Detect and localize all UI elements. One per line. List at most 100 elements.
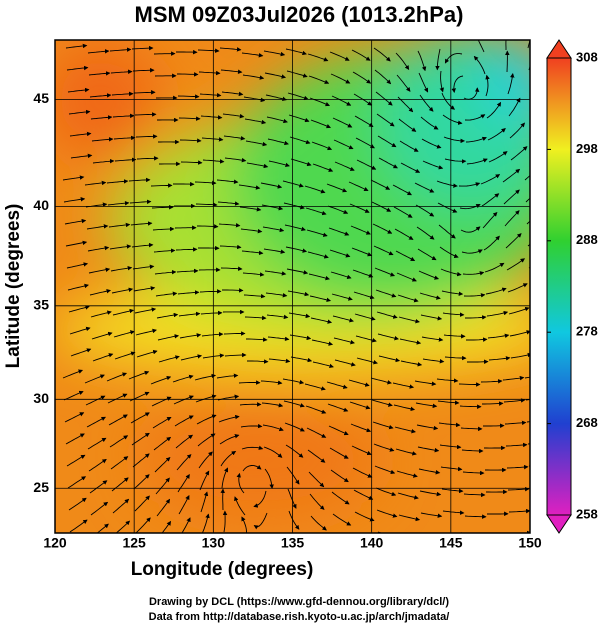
streamline (85, 395, 106, 406)
x-tick-label: 145 (439, 535, 463, 551)
streamline (435, 48, 441, 71)
streamline (400, 537, 420, 541)
streamline (417, 446, 440, 453)
streamline (290, 356, 313, 363)
streamline (444, 158, 467, 164)
streamline (284, 422, 305, 432)
streamline (466, 158, 488, 165)
streamline (63, 197, 86, 203)
streamline (375, 289, 397, 298)
streamline (84, 180, 107, 186)
streamline (175, 247, 198, 252)
streamline (66, 65, 89, 71)
streamline (419, 490, 442, 497)
streamline (62, 369, 84, 379)
streamline (349, 203, 370, 213)
x-tick-label: 130 (202, 535, 226, 551)
streamline (482, 401, 504, 406)
streamline (483, 235, 500, 251)
streamline (241, 250, 264, 256)
streamline (107, 200, 130, 206)
streamline (177, 473, 190, 493)
streamline (243, 96, 266, 103)
streamline (67, 476, 87, 489)
streamline (330, 271, 352, 280)
streamline (482, 211, 498, 229)
streamline (421, 336, 444, 342)
streamline (460, 426, 483, 432)
streamline (155, 291, 178, 297)
streamline (396, 272, 417, 282)
streamline (503, 189, 520, 205)
streamline (352, 467, 373, 478)
streamline (265, 292, 288, 298)
streamline (285, 246, 308, 253)
streamline (460, 226, 481, 233)
streamline (287, 92, 309, 101)
streamline (111, 477, 129, 492)
streamline (106, 372, 128, 382)
streamline (532, 530, 553, 532)
streamline (395, 448, 417, 456)
streamline (442, 510, 465, 515)
streamline (263, 446, 283, 458)
streamline (69, 326, 91, 335)
footer-line: Data from http://database.rish.kyoto-u.a… (149, 611, 450, 623)
streamline (266, 314, 289, 320)
streamline (290, 158, 312, 167)
streamline (463, 492, 486, 498)
streamline (371, 399, 393, 407)
streamline (108, 222, 131, 228)
streamline (422, 160, 444, 170)
streamline (311, 141, 333, 151)
streamlines (62, 40, 553, 541)
streamline (312, 163, 334, 172)
streamline (350, 423, 372, 433)
streamline (441, 488, 464, 494)
streamline (151, 204, 174, 210)
streamline (221, 91, 244, 97)
streamline (150, 375, 172, 385)
streamline (224, 352, 247, 358)
streamline (437, 202, 458, 213)
streamline (96, 523, 109, 533)
streamline (307, 53, 329, 62)
streamline (91, 331, 113, 340)
streamline (289, 334, 312, 341)
streamline (355, 335, 377, 343)
streamline (418, 72, 429, 93)
streamline (524, 376, 530, 379)
streamline (199, 289, 222, 294)
streamline (129, 199, 152, 205)
streamline (533, 143, 548, 158)
streamline (443, 136, 466, 144)
streamline (112, 308, 135, 316)
streamline (377, 135, 397, 148)
streamline (221, 467, 229, 489)
streamline (67, 283, 89, 291)
streamline (68, 497, 87, 511)
streamline (196, 414, 217, 425)
streamline (286, 70, 308, 78)
streamline (370, 377, 392, 385)
streamline (287, 290, 310, 297)
streamline (356, 357, 378, 365)
streamline (220, 450, 237, 467)
streamline (243, 293, 266, 299)
streamline (153, 436, 172, 451)
colorbar-label: 308 (576, 49, 598, 64)
streamline (289, 136, 311, 145)
x-tick-label: 150 (518, 535, 542, 551)
streamline (374, 267, 396, 277)
streamline (135, 134, 158, 139)
streamline (307, 449, 326, 463)
streamline (224, 157, 247, 163)
streamline (415, 402, 438, 409)
streamline (200, 115, 223, 120)
streamline (331, 293, 353, 301)
footer-line: Drawing by DCL (https://www.gfd-dennou.o… (149, 596, 449, 608)
streamline (504, 420, 527, 426)
streamline (396, 470, 418, 478)
streamline (287, 488, 297, 509)
streamline (461, 249, 483, 254)
